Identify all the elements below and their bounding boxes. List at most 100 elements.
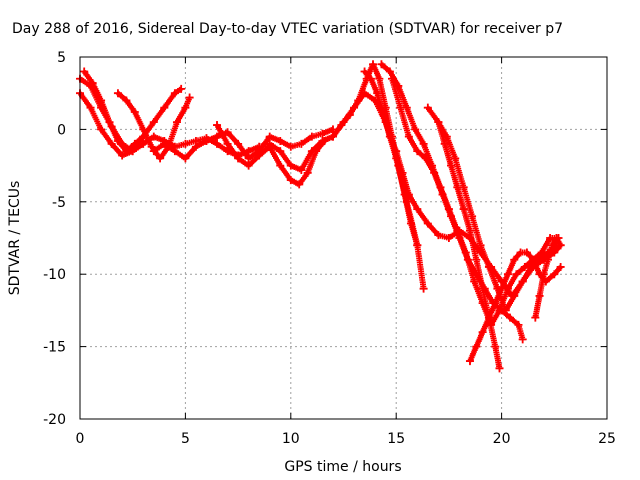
data-point <box>297 165 306 174</box>
data-point <box>411 125 420 134</box>
data-point <box>514 320 523 329</box>
data-point <box>413 147 422 156</box>
data-point <box>172 118 181 127</box>
y-tick-label: -5 <box>52 195 66 211</box>
data-point <box>535 291 544 300</box>
x-axis-label: GPS time / hours <box>284 459 401 475</box>
y-tick-label: 5 <box>57 50 66 66</box>
data-point <box>244 161 253 170</box>
data-point <box>223 128 232 137</box>
data-point <box>366 74 375 83</box>
data-point <box>360 67 369 76</box>
data-point <box>122 147 131 156</box>
data-point <box>156 154 165 163</box>
data-point <box>170 147 179 156</box>
series-markers <box>77 90 427 292</box>
data-point <box>522 248 531 257</box>
chart-title: Day 288 of 2016, Sidereal Day-to-day VTE… <box>12 21 563 37</box>
data-point <box>531 313 540 322</box>
x-tick-label: 5 <box>181 431 190 447</box>
y-tick-label: 0 <box>57 122 66 138</box>
data-point <box>255 151 264 160</box>
x-tick-label: 20 <box>493 431 511 447</box>
x-tick-label: 0 <box>76 431 85 447</box>
data-point <box>404 132 413 141</box>
data-point <box>468 212 477 221</box>
data-point <box>472 255 481 264</box>
data-point <box>113 89 122 98</box>
data-point <box>423 103 432 112</box>
data-point <box>223 147 232 156</box>
grid <box>80 57 607 419</box>
data-point <box>107 139 116 148</box>
data-point <box>320 136 329 145</box>
data-point <box>447 212 456 221</box>
data-point <box>312 147 321 156</box>
data-point <box>303 168 312 177</box>
data-point <box>86 103 95 112</box>
axis-ticks: 0 5 10 15 20 25 5 0 -5 -10 -15 -20 <box>43 50 616 447</box>
series-track <box>434 118 504 373</box>
data-point <box>373 89 382 98</box>
y-tick-label: -10 <box>43 267 66 283</box>
data-point <box>421 154 430 163</box>
data-point <box>97 125 106 134</box>
data-point <box>506 313 515 322</box>
data-point <box>234 139 243 148</box>
data-point <box>307 132 316 141</box>
y-tick-label: -15 <box>43 340 66 356</box>
data-point <box>181 139 190 148</box>
data-point <box>147 142 156 151</box>
data-point <box>160 103 169 112</box>
data-point <box>369 60 378 69</box>
data-point <box>385 67 394 76</box>
data-point <box>392 147 401 156</box>
data-point <box>377 60 386 69</box>
data-point <box>185 93 194 102</box>
data-point <box>191 142 200 151</box>
data-point <box>385 132 394 141</box>
data-point <box>440 139 449 148</box>
data-point <box>213 121 222 130</box>
series-track <box>465 248 565 366</box>
series-markers <box>435 119 503 372</box>
data-point <box>318 129 327 138</box>
data-point <box>276 136 285 145</box>
data-point <box>491 299 500 308</box>
data-point <box>276 147 285 156</box>
data-point <box>160 139 169 148</box>
data-point <box>548 241 557 250</box>
data-point <box>510 255 519 264</box>
data-point <box>118 151 127 160</box>
data-point <box>413 205 422 214</box>
x-tick-label: 25 <box>598 431 616 447</box>
data-point <box>484 262 493 271</box>
data-point <box>495 364 504 373</box>
data-point <box>265 142 274 151</box>
data-point <box>394 81 403 90</box>
data-point <box>453 183 462 192</box>
data-point <box>149 147 158 156</box>
series-track <box>76 89 428 293</box>
data-point <box>286 142 295 151</box>
data-point <box>478 284 487 293</box>
data-point <box>406 219 415 228</box>
data-point <box>419 139 428 148</box>
data-point <box>529 255 538 264</box>
data-point <box>97 96 106 105</box>
data-point <box>181 154 190 163</box>
series-track <box>531 234 565 322</box>
data-point <box>286 161 295 170</box>
data-point <box>478 328 487 337</box>
data-point <box>130 139 139 148</box>
data-point <box>539 270 548 279</box>
data-point <box>501 306 510 315</box>
data-point <box>434 118 443 127</box>
data-point <box>455 234 464 242</box>
data-point <box>286 176 295 185</box>
data-point <box>80 67 89 76</box>
data-point <box>213 132 222 141</box>
data-point <box>444 234 453 242</box>
data-point <box>413 241 422 250</box>
